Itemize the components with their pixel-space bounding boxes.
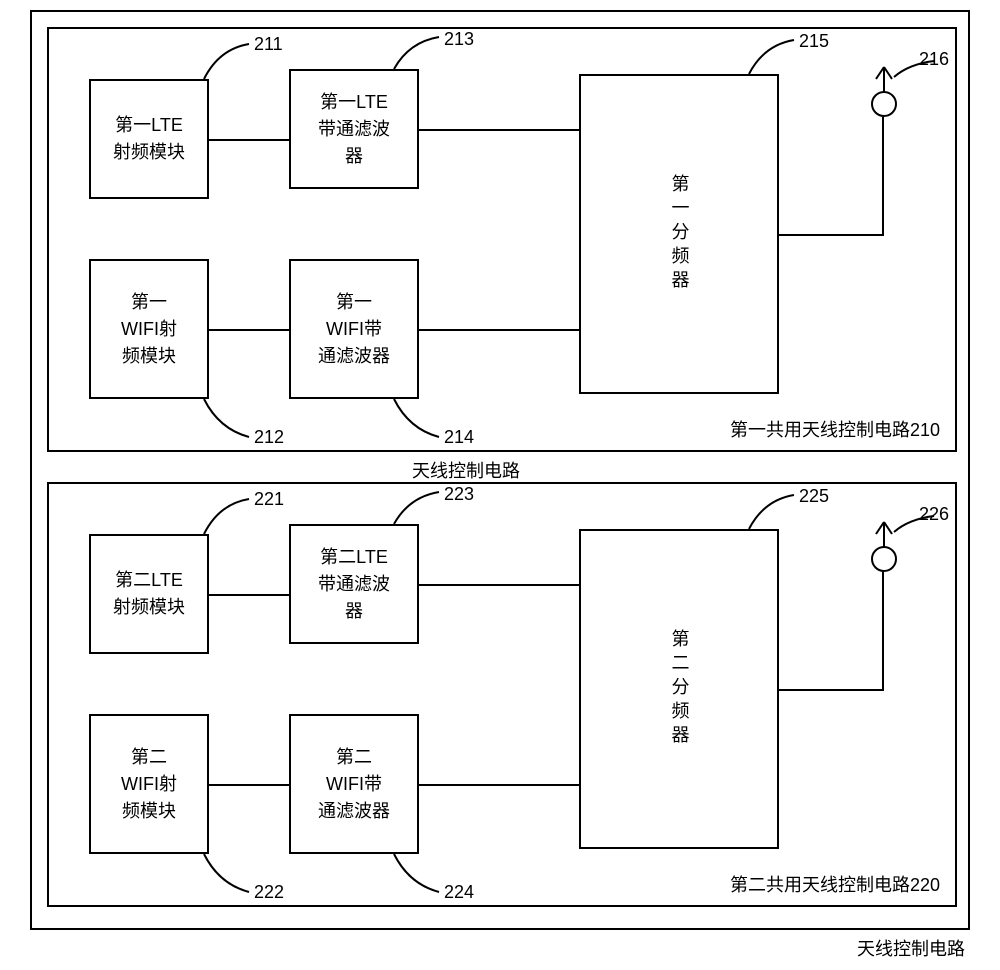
circuit-1: 第一LTE 射频模块 211 第一 WIFI射 频模块 212 第一LTE 带通…	[47, 27, 957, 452]
ref-221: 221	[254, 489, 284, 510]
outer-label: 天线控制电路	[857, 935, 965, 961]
conn-224-225	[419, 784, 579, 786]
conn-213-215	[419, 129, 579, 131]
block-214: 第一 WIFI带 通滤波器	[289, 259, 419, 399]
conn-225-ant-h	[779, 689, 884, 691]
ref-224: 224	[444, 882, 474, 903]
ref-215: 215	[799, 31, 829, 52]
block-213-text: 第一LTE 带通滤波 器	[318, 89, 390, 170]
conn-223-225	[419, 584, 579, 586]
ref-225: 225	[799, 486, 829, 507]
conn-215-ant-v	[882, 117, 884, 236]
outer-container: 第一LTE 射频模块 211 第一 WIFI射 频模块 212 第一LTE 带通…	[30, 10, 970, 930]
conn-211-213	[209, 139, 289, 141]
ref-211: 211	[254, 34, 283, 55]
block-215-text: 第一分频器	[666, 174, 693, 294]
block-223: 第二LTE 带通滤波 器	[289, 524, 419, 644]
block-214-text: 第一 WIFI带 通滤波器	[318, 289, 390, 370]
conn-225-ant-v	[882, 572, 884, 691]
block-221: 第二LTE 射频模块	[89, 534, 209, 654]
block-211-text: 第一LTE 射频模块	[113, 112, 185, 166]
block-221-text: 第二LTE 射频模块	[113, 567, 185, 621]
circuit-2: 第二LTE 射频模块 221 第二 WIFI射 频模块 222 第二LTE 带通…	[47, 482, 957, 907]
block-211: 第一LTE 射频模块	[89, 79, 209, 199]
ref-222: 222	[254, 882, 284, 903]
ref-226: 226	[919, 504, 949, 525]
circuit-2-label: 第二共用天线控制电路220	[730, 871, 940, 897]
block-225-text: 第二分频器	[666, 629, 693, 749]
block-222: 第二 WIFI射 频模块	[89, 714, 209, 854]
conn-212-214	[209, 329, 289, 331]
block-213: 第一LTE 带通滤波 器	[289, 69, 419, 189]
block-215: 第一分频器	[579, 74, 779, 394]
block-223-text: 第二LTE 带通滤波 器	[318, 544, 390, 625]
block-212-text: 第一 WIFI射 频模块	[121, 289, 177, 370]
conn-222-224	[209, 784, 289, 786]
ref-214: 214	[444, 427, 474, 448]
block-225: 第二分频器	[579, 529, 779, 849]
block-224: 第二 WIFI带 通滤波器	[289, 714, 419, 854]
ref-213: 213	[444, 29, 474, 50]
middle-label: 天线控制电路	[412, 457, 520, 483]
block-224-text: 第二 WIFI带 通滤波器	[318, 744, 390, 825]
circuit-1-label: 第一共用天线控制电路210	[730, 416, 940, 442]
ref-216: 216	[919, 49, 949, 70]
conn-221-223	[209, 594, 289, 596]
ref-223: 223	[444, 484, 474, 505]
ref-212: 212	[254, 427, 284, 448]
conn-214-215	[419, 329, 579, 331]
block-222-text: 第二 WIFI射 频模块	[121, 744, 177, 825]
conn-215-ant-h	[779, 234, 884, 236]
block-212: 第一 WIFI射 频模块	[89, 259, 209, 399]
